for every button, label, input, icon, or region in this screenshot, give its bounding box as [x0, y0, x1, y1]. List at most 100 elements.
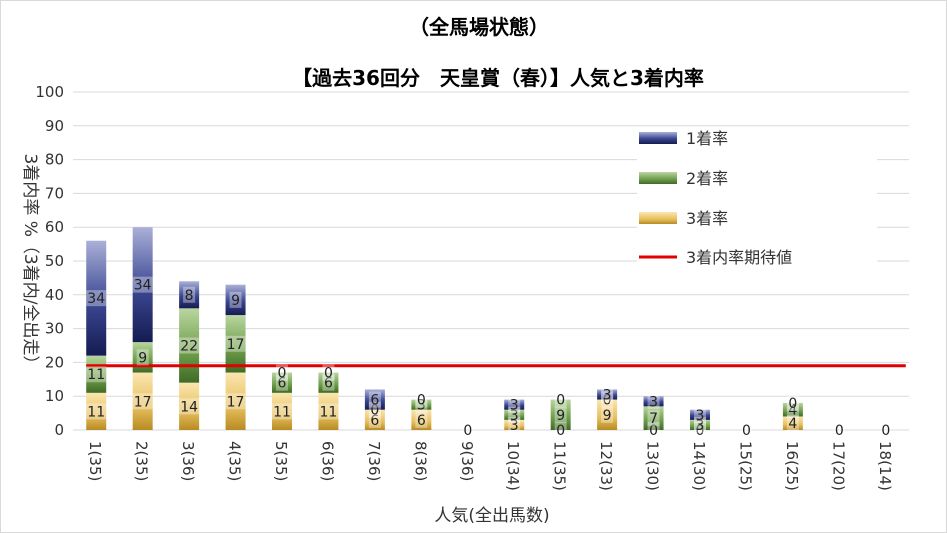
x-tick-label: 4(35): [226, 441, 244, 481]
data-label: 17: [227, 394, 245, 410]
data-label-background: [368, 411, 381, 428]
data-label: 6: [370, 413, 379, 429]
x-tick-label: 15(25): [736, 441, 754, 491]
bar-segment-second: [225, 315, 246, 373]
data-label: 9: [603, 408, 612, 424]
data-label-background: [786, 401, 799, 418]
legend-label-third: 3着率: [686, 209, 728, 228]
data-label-background: [272, 403, 292, 420]
legend-label-expected: 3着内率期待値: [686, 248, 792, 267]
y-tick-label: 20: [45, 353, 64, 371]
x-tick-label: 11(35): [551, 441, 569, 491]
data-label: 9: [138, 350, 147, 366]
x-tick-label: 10(34): [504, 441, 522, 491]
data-label: 0: [324, 366, 333, 382]
data-label: 0: [417, 393, 426, 409]
chart-title: （全馬場状態）: [409, 15, 549, 39]
bar-segment-third: [504, 419, 525, 430]
data-label-background: [508, 406, 521, 423]
data-label-background: [879, 422, 892, 438]
y-tick-labels: 0 10 20 30 40 50 60 70 80 90 100: [35, 83, 64, 439]
bar-segment-third: [318, 392, 339, 430]
bar-segment-first: [504, 399, 525, 410]
data-label-background: [86, 366, 107, 383]
legend-background: [637, 128, 877, 270]
data-label: 0: [463, 423, 472, 439]
data-label-background: [786, 394, 799, 411]
bar-segment-second: [690, 419, 710, 430]
bar-segment-first: [690, 409, 710, 420]
x-tick-label: 14(30): [690, 441, 708, 491]
data-label-background: [740, 422, 753, 438]
data-label-background: [786, 415, 799, 432]
data-label: 0: [649, 423, 658, 439]
data-label: 0: [835, 423, 844, 439]
data-label: 0: [370, 403, 379, 419]
x-tick-label: 8(36): [411, 441, 429, 481]
data-label: 0: [603, 393, 612, 409]
bar-segment-third: [272, 392, 292, 430]
bar-segment-third: [225, 372, 246, 430]
x-tick-label: 6(36): [318, 441, 336, 481]
bar-segment-third: [411, 409, 432, 430]
bar-segment-third: [86, 392, 107, 430]
data-label-background: [86, 403, 107, 420]
data-label: 3: [603, 388, 612, 404]
data-label: 6: [417, 413, 426, 429]
data-label: 14: [180, 399, 198, 415]
x-tick-label: 17(20): [829, 441, 847, 491]
y-tick-label: 10: [45, 387, 64, 405]
data-label-background: [179, 337, 200, 354]
bar-segment-first: [86, 240, 107, 356]
bar-segment-third: [179, 382, 200, 430]
data-label-background: [694, 406, 706, 423]
data-label: 34: [134, 278, 152, 294]
data-label-background: [136, 349, 149, 366]
data-label-background: [554, 406, 567, 423]
data-label: 4: [788, 403, 797, 419]
data-label: 3: [696, 408, 705, 424]
y-tick-label: 0: [54, 421, 64, 439]
bar-segment-second: [272, 372, 292, 393]
x-tick-label: 7(36): [365, 441, 383, 481]
bar-segment-first: [225, 284, 246, 316]
data-label-background: [276, 364, 288, 381]
gridlines: [73, 91, 909, 431]
data-label: 6: [370, 393, 379, 409]
data-label: 3: [696, 418, 705, 434]
data-label-background: [415, 396, 428, 413]
legend-swatch-second: [639, 172, 677, 184]
bar-segment-second: [179, 308, 200, 383]
x-tick-labels: 1(35) 2(35) 3(36) 4(35) 5(35) 6(36) 7(36) 8(36)…: [86, 441, 894, 491]
data-label-background: [225, 335, 246, 352]
data-label: 6: [278, 376, 287, 392]
data-label-background: [461, 422, 474, 438]
data-label: 4: [788, 416, 797, 432]
y-tick-label: 90: [45, 117, 64, 135]
data-label-background: [179, 398, 200, 415]
data-label-background: [276, 374, 288, 391]
legend-swatch-first: [639, 132, 677, 144]
y-axis-title: 3着内率 %（3着内/全出走）: [20, 154, 40, 373]
data-label-background: [833, 422, 846, 438]
x-tick-label: 18(14): [876, 441, 894, 491]
x-tick-label: 9(36): [458, 441, 476, 481]
bar-segment-third: [132, 372, 153, 430]
data-label: 3: [649, 394, 658, 410]
data-label: 0: [696, 423, 705, 439]
bar-segment-second: [643, 406, 664, 430]
data-label-background: [694, 416, 706, 433]
data-label: 0: [742, 423, 751, 439]
x-tick-label: 13(30): [644, 441, 662, 491]
y-tick-label: 100: [35, 83, 64, 101]
x-axis-title: 人気(全出馬数): [434, 506, 549, 526]
y-tick-label: 70: [45, 184, 64, 202]
y-tick-label: 60: [45, 218, 64, 236]
legend: 1着率 2着率 3着率 3着内率期待値: [637, 128, 877, 270]
chart-subtitle: 【過去36回分 天皇賞（春）】人気と3着内率: [292, 66, 704, 90]
data-label: 3: [417, 398, 426, 414]
data-label-background: [647, 410, 660, 427]
data-label-background: [647, 422, 660, 438]
legend-label-first: 1着率: [686, 129, 728, 148]
